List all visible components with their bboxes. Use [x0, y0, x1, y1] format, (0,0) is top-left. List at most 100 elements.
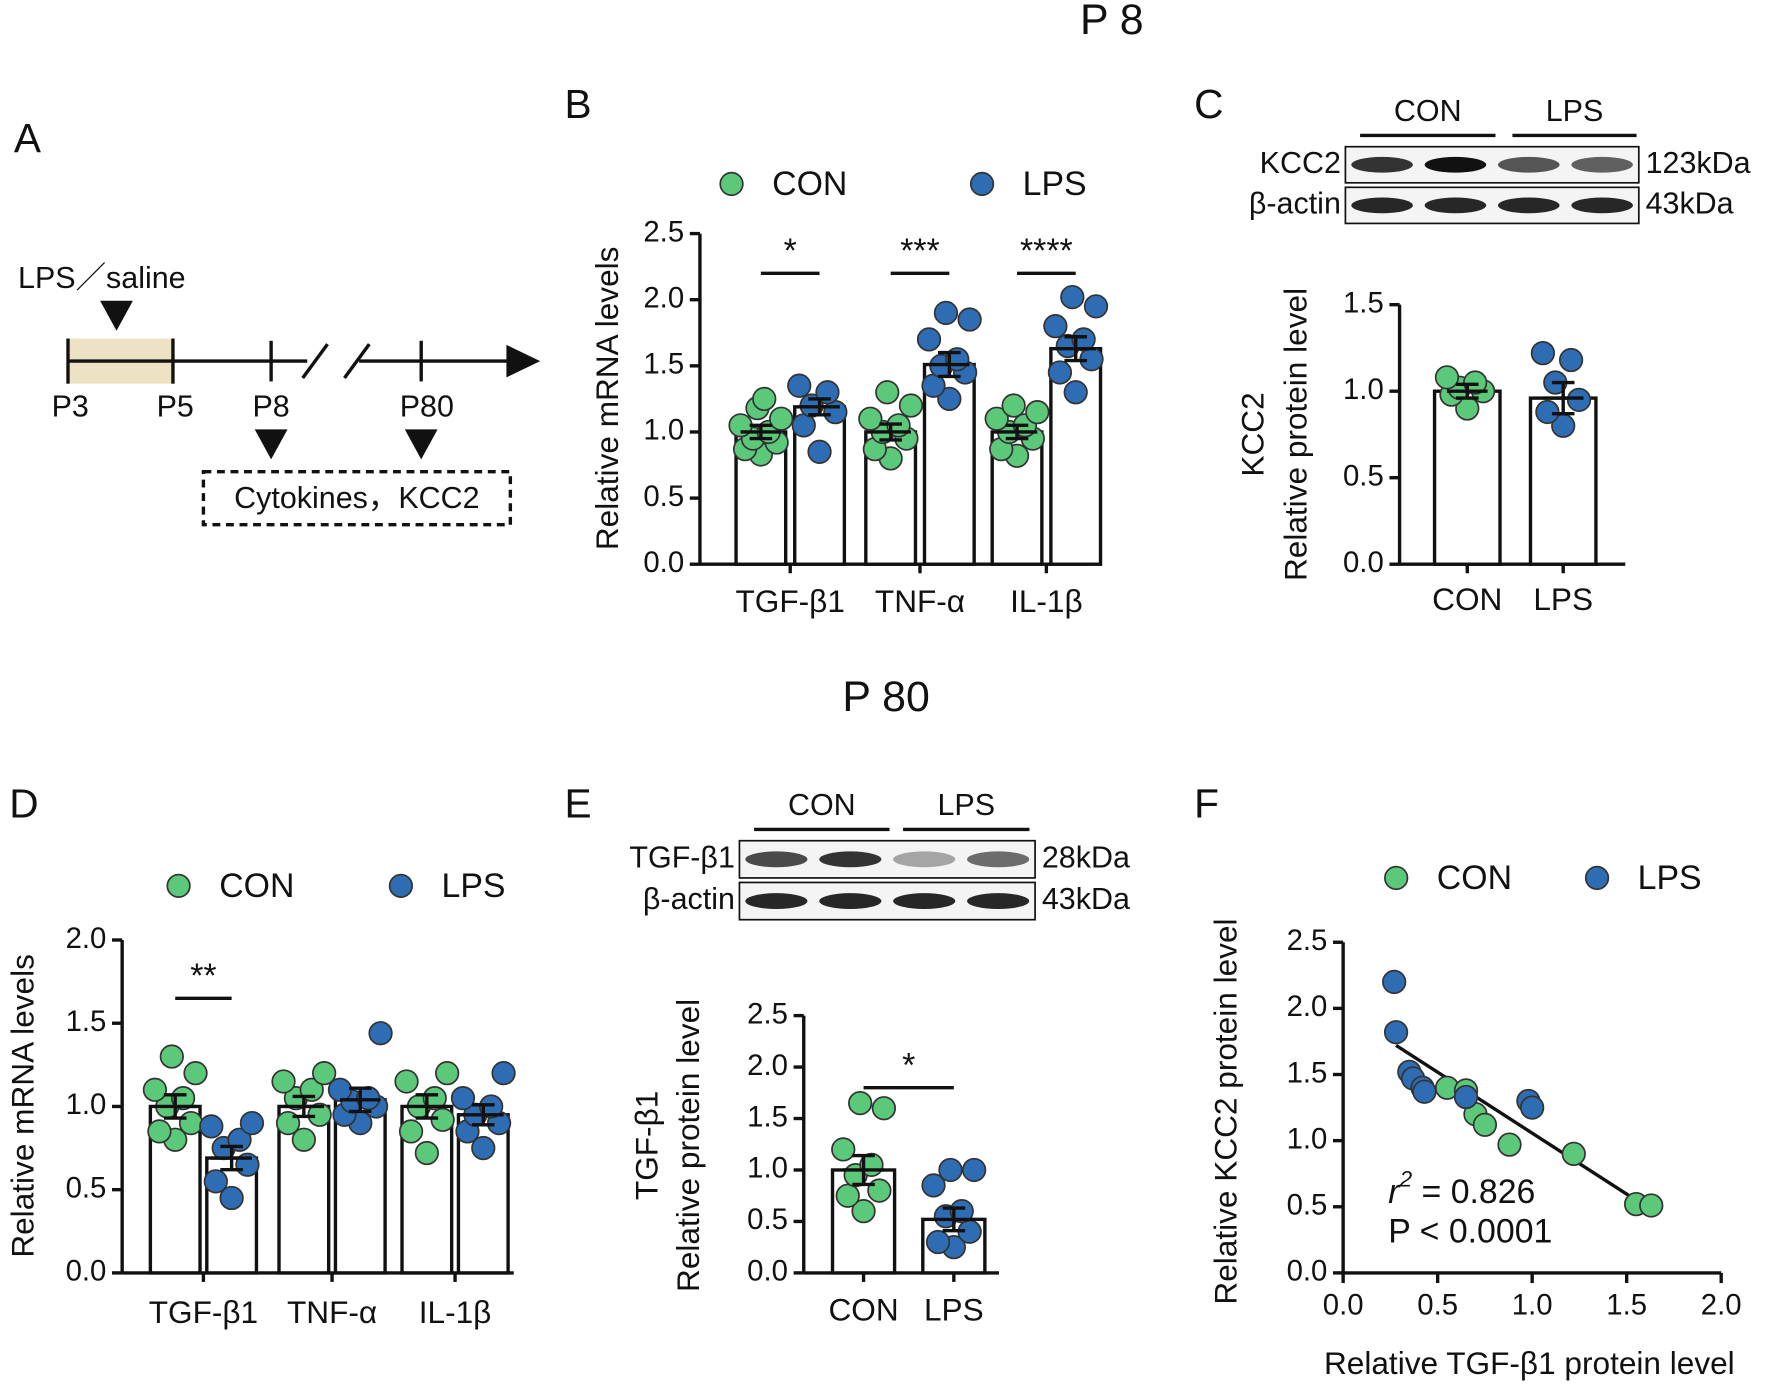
data-point: [1060, 284, 1085, 310]
data-point: [1497, 1132, 1522, 1157]
timeline-label: P5: [157, 390, 194, 424]
data-point: [1520, 1095, 1545, 1120]
legend-label: LPS: [442, 867, 506, 905]
x-tick-label: LPS: [1533, 581, 1593, 617]
western-blot: CON LPS KCC2 123kDa β-actin 43kDa: [1249, 94, 1751, 225]
legend-marker: [719, 171, 744, 197]
data-point: [312, 1061, 337, 1086]
x-tick-label: TNF-α: [875, 583, 965, 619]
data-point: [1047, 360, 1073, 385]
data-point: [851, 1199, 876, 1224]
y-tick-label: 0.5: [747, 1203, 788, 1236]
data-point: [831, 1137, 856, 1162]
data-point: [1558, 347, 1584, 373]
heading: P 80: [842, 673, 929, 721]
data-point: [291, 1127, 316, 1152]
y-tick-label: 0.5: [1343, 459, 1384, 492]
panel-label: F: [1194, 781, 1219, 827]
band: [1424, 156, 1487, 173]
data-point: [491, 1061, 516, 1086]
r-squared: r2 = 0.826: [1388, 1166, 1535, 1211]
y-tick-label: 1.5: [1287, 1056, 1328, 1089]
timeline-label: LPS／saline: [18, 261, 186, 295]
x-tick-label: CON: [828, 1292, 898, 1328]
panel-label: B: [565, 81, 592, 127]
data-point: [871, 1096, 897, 1121]
data-point: [1083, 294, 1109, 319]
data-point: [183, 1061, 208, 1086]
timeline-label: P80: [400, 390, 454, 424]
data-point: [271, 1069, 296, 1094]
data-point: [752, 386, 777, 412]
data-point: [1412, 1079, 1437, 1104]
timeline-label: Cytokines，KCC2: [234, 481, 479, 515]
data-point: [835, 1183, 860, 1208]
data-point: [1530, 341, 1556, 366]
y-tick-label: 2.0: [66, 922, 107, 955]
legend-marker: [1384, 865, 1409, 891]
panel-label: D: [9, 781, 38, 827]
data-point: [1535, 399, 1560, 425]
data-point: [1043, 314, 1068, 339]
row-label: β-actin: [1249, 186, 1341, 220]
data-point: [949, 1199, 974, 1224]
legend-label: CON: [219, 867, 294, 905]
data-point: [1566, 387, 1592, 412]
x-tick-label: 0.0: [1323, 1289, 1364, 1322]
y-tick-label: 1.5: [1343, 286, 1384, 319]
y-tick-label: 0.5: [643, 480, 684, 513]
row-label: TGF-β1: [629, 840, 735, 874]
band: [1497, 156, 1560, 173]
data-point: [933, 300, 959, 326]
row-label: β-actin: [643, 882, 735, 916]
data-point: [1463, 370, 1488, 395]
data-point: [327, 1077, 353, 1102]
x-tick-label: 0.5: [1417, 1289, 1458, 1322]
data-point: [858, 406, 883, 431]
data-point: [1472, 1112, 1498, 1137]
y-tick-label: 1.0: [643, 414, 684, 447]
y-tick-label: 0.0: [1287, 1255, 1328, 1288]
significance-label: *: [784, 232, 797, 270]
data-point: [848, 1090, 873, 1116]
row-label: KCC2: [1260, 146, 1341, 180]
x-tick-label: TGF-β1: [149, 1294, 258, 1330]
data-point: [199, 1114, 224, 1139]
data-point: [921, 1173, 946, 1198]
band: [967, 893, 1030, 909]
x-tick-label: TNF-α: [287, 1294, 377, 1330]
legend-marker: [388, 873, 414, 898]
y-tick-label: 2.0: [643, 281, 684, 314]
data-point: [1383, 1020, 1409, 1045]
data-point: [867, 1178, 892, 1203]
y-tick-label: 1.5: [66, 1005, 107, 1038]
r-symbol: r: [1388, 1173, 1401, 1211]
legend-label: LPS: [1023, 165, 1087, 203]
y-tick-label: 1.5: [643, 348, 684, 381]
data-point: [925, 1229, 951, 1255]
data-point: [984, 406, 1009, 431]
band: [1571, 197, 1633, 214]
band: [1351, 197, 1413, 214]
legend-marker: [969, 171, 995, 197]
x-tick-label: 1.0: [1512, 1289, 1553, 1322]
data-point: [1639, 1193, 1664, 1218]
band: [1351, 156, 1413, 173]
data-point: [898, 393, 924, 418]
band: [893, 851, 956, 868]
band: [745, 851, 808, 868]
panel-label: A: [14, 115, 41, 161]
data-point: [368, 1021, 393, 1046]
r-value: = 0.826: [1412, 1173, 1535, 1211]
data-point: [1453, 1084, 1479, 1110]
data-point: [394, 1069, 419, 1094]
data-point: [422, 1085, 447, 1111]
x-tick-label: 1.5: [1606, 1289, 1647, 1322]
group-label: LPS: [1546, 94, 1604, 128]
data-point: [1025, 400, 1050, 425]
group-label: LPS: [937, 788, 995, 822]
timeline-label: P3: [52, 390, 89, 424]
x-tick-label: CON: [1432, 581, 1502, 617]
x-tick-label: 2.0: [1701, 1289, 1742, 1322]
